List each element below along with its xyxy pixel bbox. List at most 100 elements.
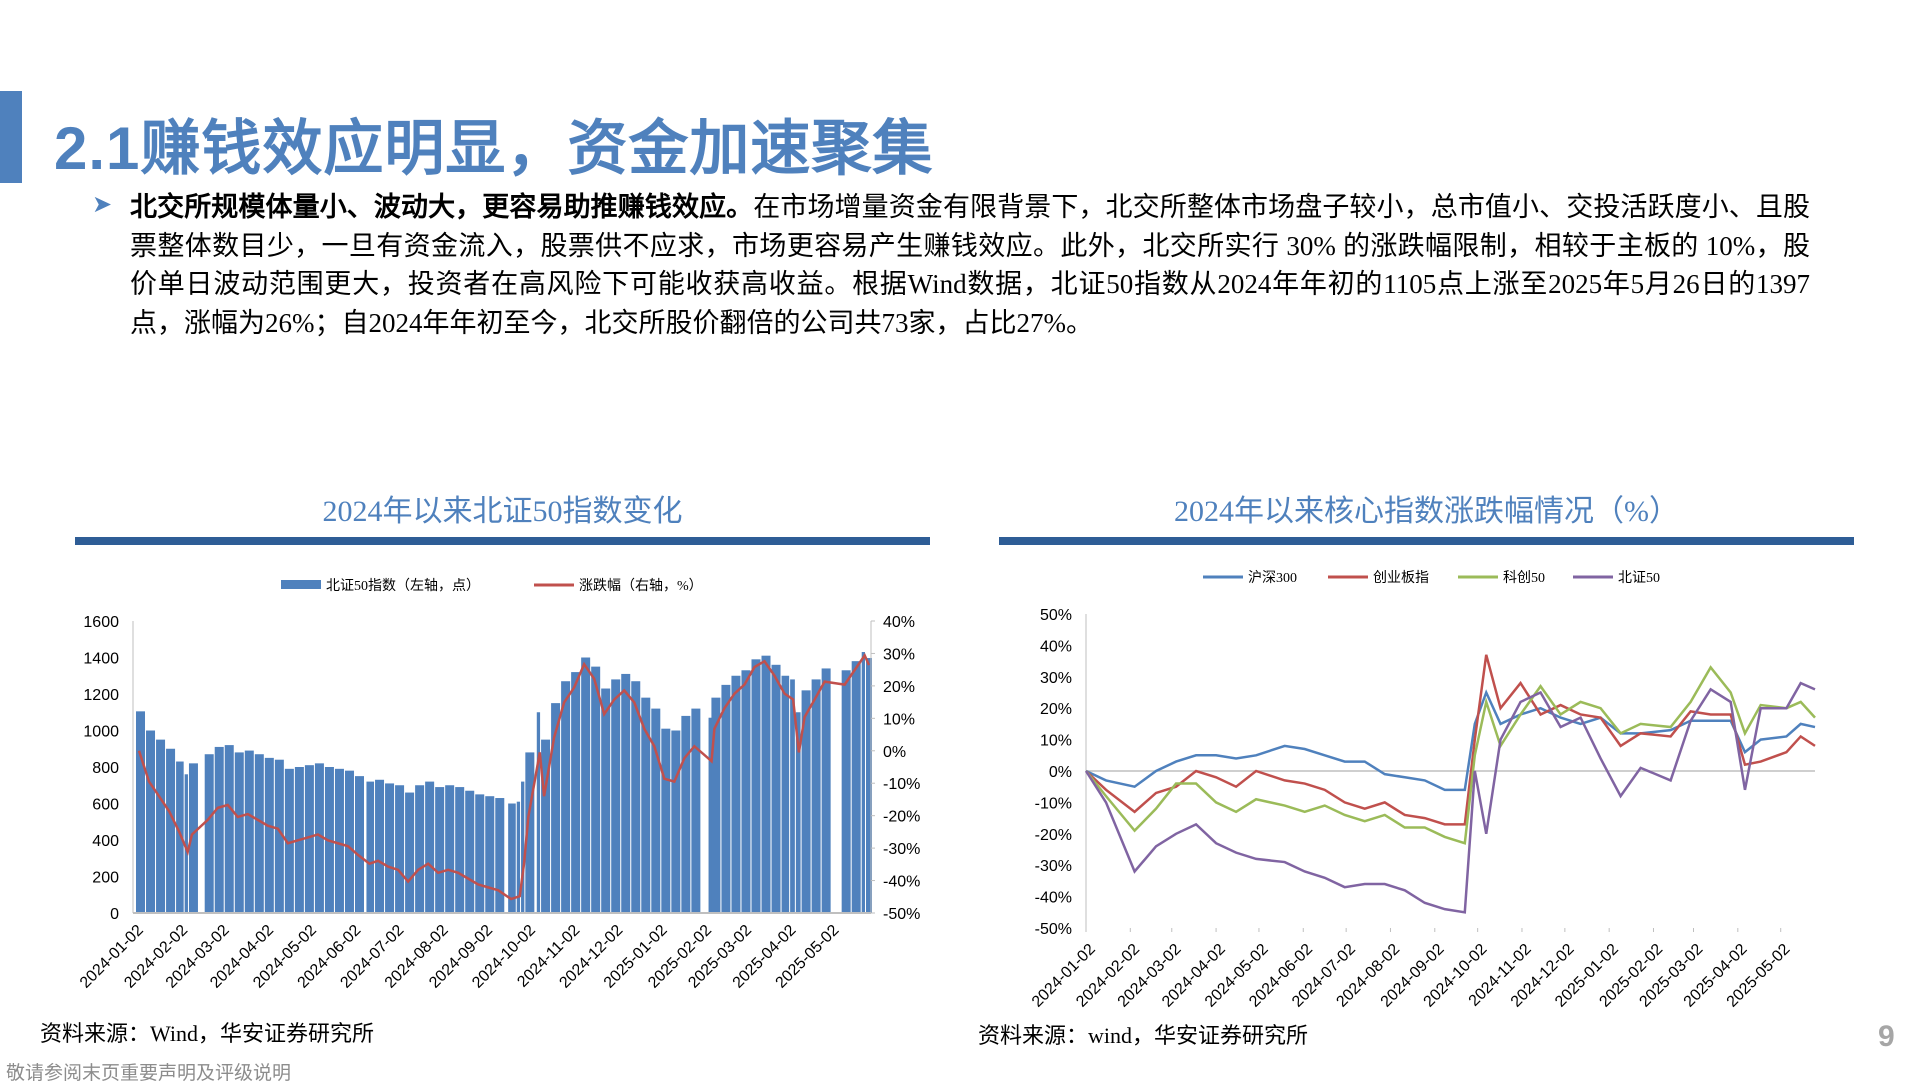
bar (711, 697, 721, 913)
bar (475, 794, 485, 913)
bar (641, 697, 651, 913)
bar (536, 712, 541, 913)
bar (284, 768, 294, 913)
bar (671, 730, 681, 913)
bar (681, 715, 691, 913)
y-tick-label: -30% (1035, 858, 1072, 875)
bar (136, 711, 145, 913)
left-y-tick-label: 400 (92, 833, 119, 850)
bar (244, 750, 254, 913)
y-tick-label: 50% (1040, 607, 1072, 624)
right-y-tick-label: 0% (883, 744, 906, 761)
bar (176, 761, 184, 913)
series-line (1084, 681, 1816, 914)
bar (661, 728, 671, 913)
bar (445, 785, 455, 913)
right-y-tick-label: 40% (883, 614, 915, 631)
bar (631, 681, 641, 913)
right-y-tick-label: -10% (883, 776, 920, 793)
left-y-tick-label: 0 (110, 906, 119, 923)
legend-swatch-index (281, 580, 321, 589)
bar (851, 661, 861, 913)
bar (691, 708, 701, 913)
bar (751, 659, 761, 913)
left-y-tick-label: 1000 (83, 724, 119, 741)
bar (224, 745, 234, 913)
left-y-tick-label: 1600 (83, 614, 119, 631)
arrow-right-icon: ➤ (92, 192, 113, 218)
left-chart-title: 2024年以来北证50指数变化 (322, 495, 683, 528)
bar (334, 768, 344, 913)
bar (571, 672, 581, 913)
bar (795, 712, 801, 913)
left-chart-rule (75, 537, 930, 545)
y-tick-label: 20% (1040, 701, 1072, 718)
right-y-tick-label: 30% (883, 646, 915, 663)
legend-label: 北证50 (1618, 570, 1660, 586)
bar (866, 658, 872, 913)
right-y-tick-label: -30% (883, 841, 920, 858)
legend-label: 科创50 (1503, 570, 1545, 586)
bar (234, 752, 244, 913)
bar (525, 752, 535, 913)
left-y-tick-label: 1200 (83, 687, 119, 704)
bar (435, 787, 445, 913)
bar (781, 675, 790, 913)
title-accent-bar (0, 91, 22, 183)
page-title: 2.1赚钱效应明显，资金加速聚集 (54, 115, 934, 182)
bar (561, 681, 571, 913)
bar (790, 679, 795, 913)
right-chart-title: 2024年以来核心指数涨跌幅情况（%） (1174, 495, 1679, 528)
y-tick-label: -10% (1035, 795, 1072, 812)
page-number: 9 (1878, 1020, 1895, 1053)
bar (395, 785, 405, 913)
bar (264, 757, 274, 913)
bar (166, 748, 176, 913)
series-line (1085, 689, 1816, 792)
bar (651, 708, 661, 913)
bar (304, 765, 314, 913)
bar (591, 666, 601, 913)
bar (771, 664, 781, 913)
bar (621, 673, 631, 913)
series-line (1085, 665, 1816, 845)
bar (551, 703, 561, 913)
left-y-tick-label: 600 (92, 797, 119, 814)
bar (455, 787, 465, 913)
right-chart-source: 资料来源：wind，华安证券研究所 (978, 1023, 1309, 1048)
bar (811, 679, 821, 913)
bar (601, 688, 611, 913)
y-tick-label: 0% (1049, 764, 1072, 781)
bar (344, 770, 354, 913)
bar (425, 781, 435, 913)
y-tick-label: 10% (1040, 733, 1072, 750)
bar (516, 801, 521, 913)
bar (184, 774, 188, 913)
right-y-tick-label: 20% (883, 679, 915, 696)
y-tick-label: 30% (1040, 670, 1072, 687)
bar (801, 690, 811, 913)
right-y-tick-label: -40% (883, 874, 920, 891)
bar (821, 668, 831, 913)
bar (581, 657, 591, 913)
bar (541, 739, 551, 913)
bar (731, 675, 741, 913)
legend-label-change: 涨跌幅（右轴，%） (579, 578, 703, 594)
bar (385, 783, 395, 913)
bullet-paragraph: 北交所规模体量小、波动大，更容易助推赚钱效应。在市场增量资金有限背景下，北交所整… (130, 188, 1810, 342)
bar (314, 763, 324, 913)
legend-label-index: 北证50指数（左轴，点） (326, 578, 480, 594)
bullet-text: 在市场增量资金有限背景下，北交所整体市场盘子较小，总市值小、交投活跃度小、且股票… (130, 192, 1811, 338)
bar (465, 790, 475, 913)
y-tick-label: -20% (1035, 827, 1072, 844)
left-chart-source: 资料来源：Wind，华安证券研究所 (40, 1021, 374, 1046)
bar (721, 684, 731, 913)
bar (274, 759, 284, 913)
left-y-tick-label: 1400 (83, 651, 119, 668)
bar (375, 779, 385, 913)
bar (405, 792, 415, 913)
footer-disclaimer[interactable]: 敬请参阅末页重要声明及评级说明 (6, 1063, 292, 1084)
bar (708, 717, 712, 913)
bar (146, 730, 156, 913)
